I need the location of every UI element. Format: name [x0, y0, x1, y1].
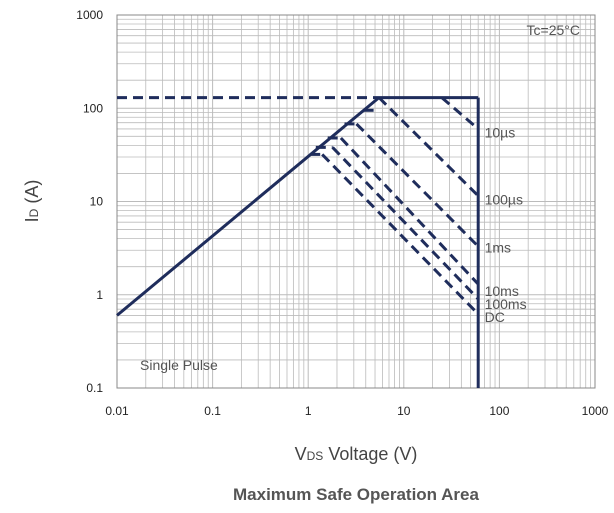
y-tick-label: 10	[90, 195, 104, 209]
series-dc-line	[321, 153, 480, 316]
y-axis-label-sub: D	[27, 208, 41, 217]
series-label: 1ms	[485, 240, 511, 256]
y-axis-label: ID (A)	[22, 180, 42, 223]
temperature-annotation: Tc=25°C	[527, 22, 580, 38]
x-axis-label-rest: Voltage (V)	[323, 444, 417, 464]
y-axis-label-main: I	[22, 217, 42, 222]
y-axis-label-rest: (A)	[22, 180, 42, 209]
x-tick-label: 100	[489, 404, 509, 418]
y-tick-label: 100	[83, 101, 103, 115]
x-tick-label: 0.01	[105, 404, 129, 418]
series-10ms-line	[339, 136, 480, 286]
series-10s-line	[440, 96, 480, 131]
series-label: 10µs	[485, 124, 516, 140]
chart-title: Maximum Safe Operation Area	[233, 485, 479, 504]
y-tick-label: 1000	[76, 8, 103, 22]
series-layer	[116, 96, 480, 388]
series-1ms-line	[355, 122, 480, 248]
rds-on-limit-line	[116, 96, 380, 317]
grid-layer	[117, 15, 595, 388]
series-label: DC	[485, 309, 505, 325]
x-axis-label-main: V	[295, 444, 307, 464]
series-label: 10ms	[485, 283, 519, 299]
plot-frame	[116, 14, 596, 389]
x-tick-label: 0.1	[204, 404, 221, 418]
x-axis-label-sub: DS	[307, 449, 324, 463]
x-axis-label: VDS Voltage (V)	[295, 444, 418, 464]
x-tick-label: 10	[397, 404, 411, 418]
pulse-annotation: Single Pulse	[140, 357, 218, 373]
series-100ms-line	[331, 146, 480, 301]
series-label: 100ms	[485, 296, 527, 312]
x-tick-label: 1000	[582, 404, 609, 418]
series-100s-line	[377, 96, 480, 197]
series-label: 100µs	[485, 192, 523, 208]
y-tick-label: 1	[96, 288, 103, 302]
x-tick-label: 1	[305, 404, 312, 418]
y-tick-label: 0.1	[86, 381, 103, 395]
